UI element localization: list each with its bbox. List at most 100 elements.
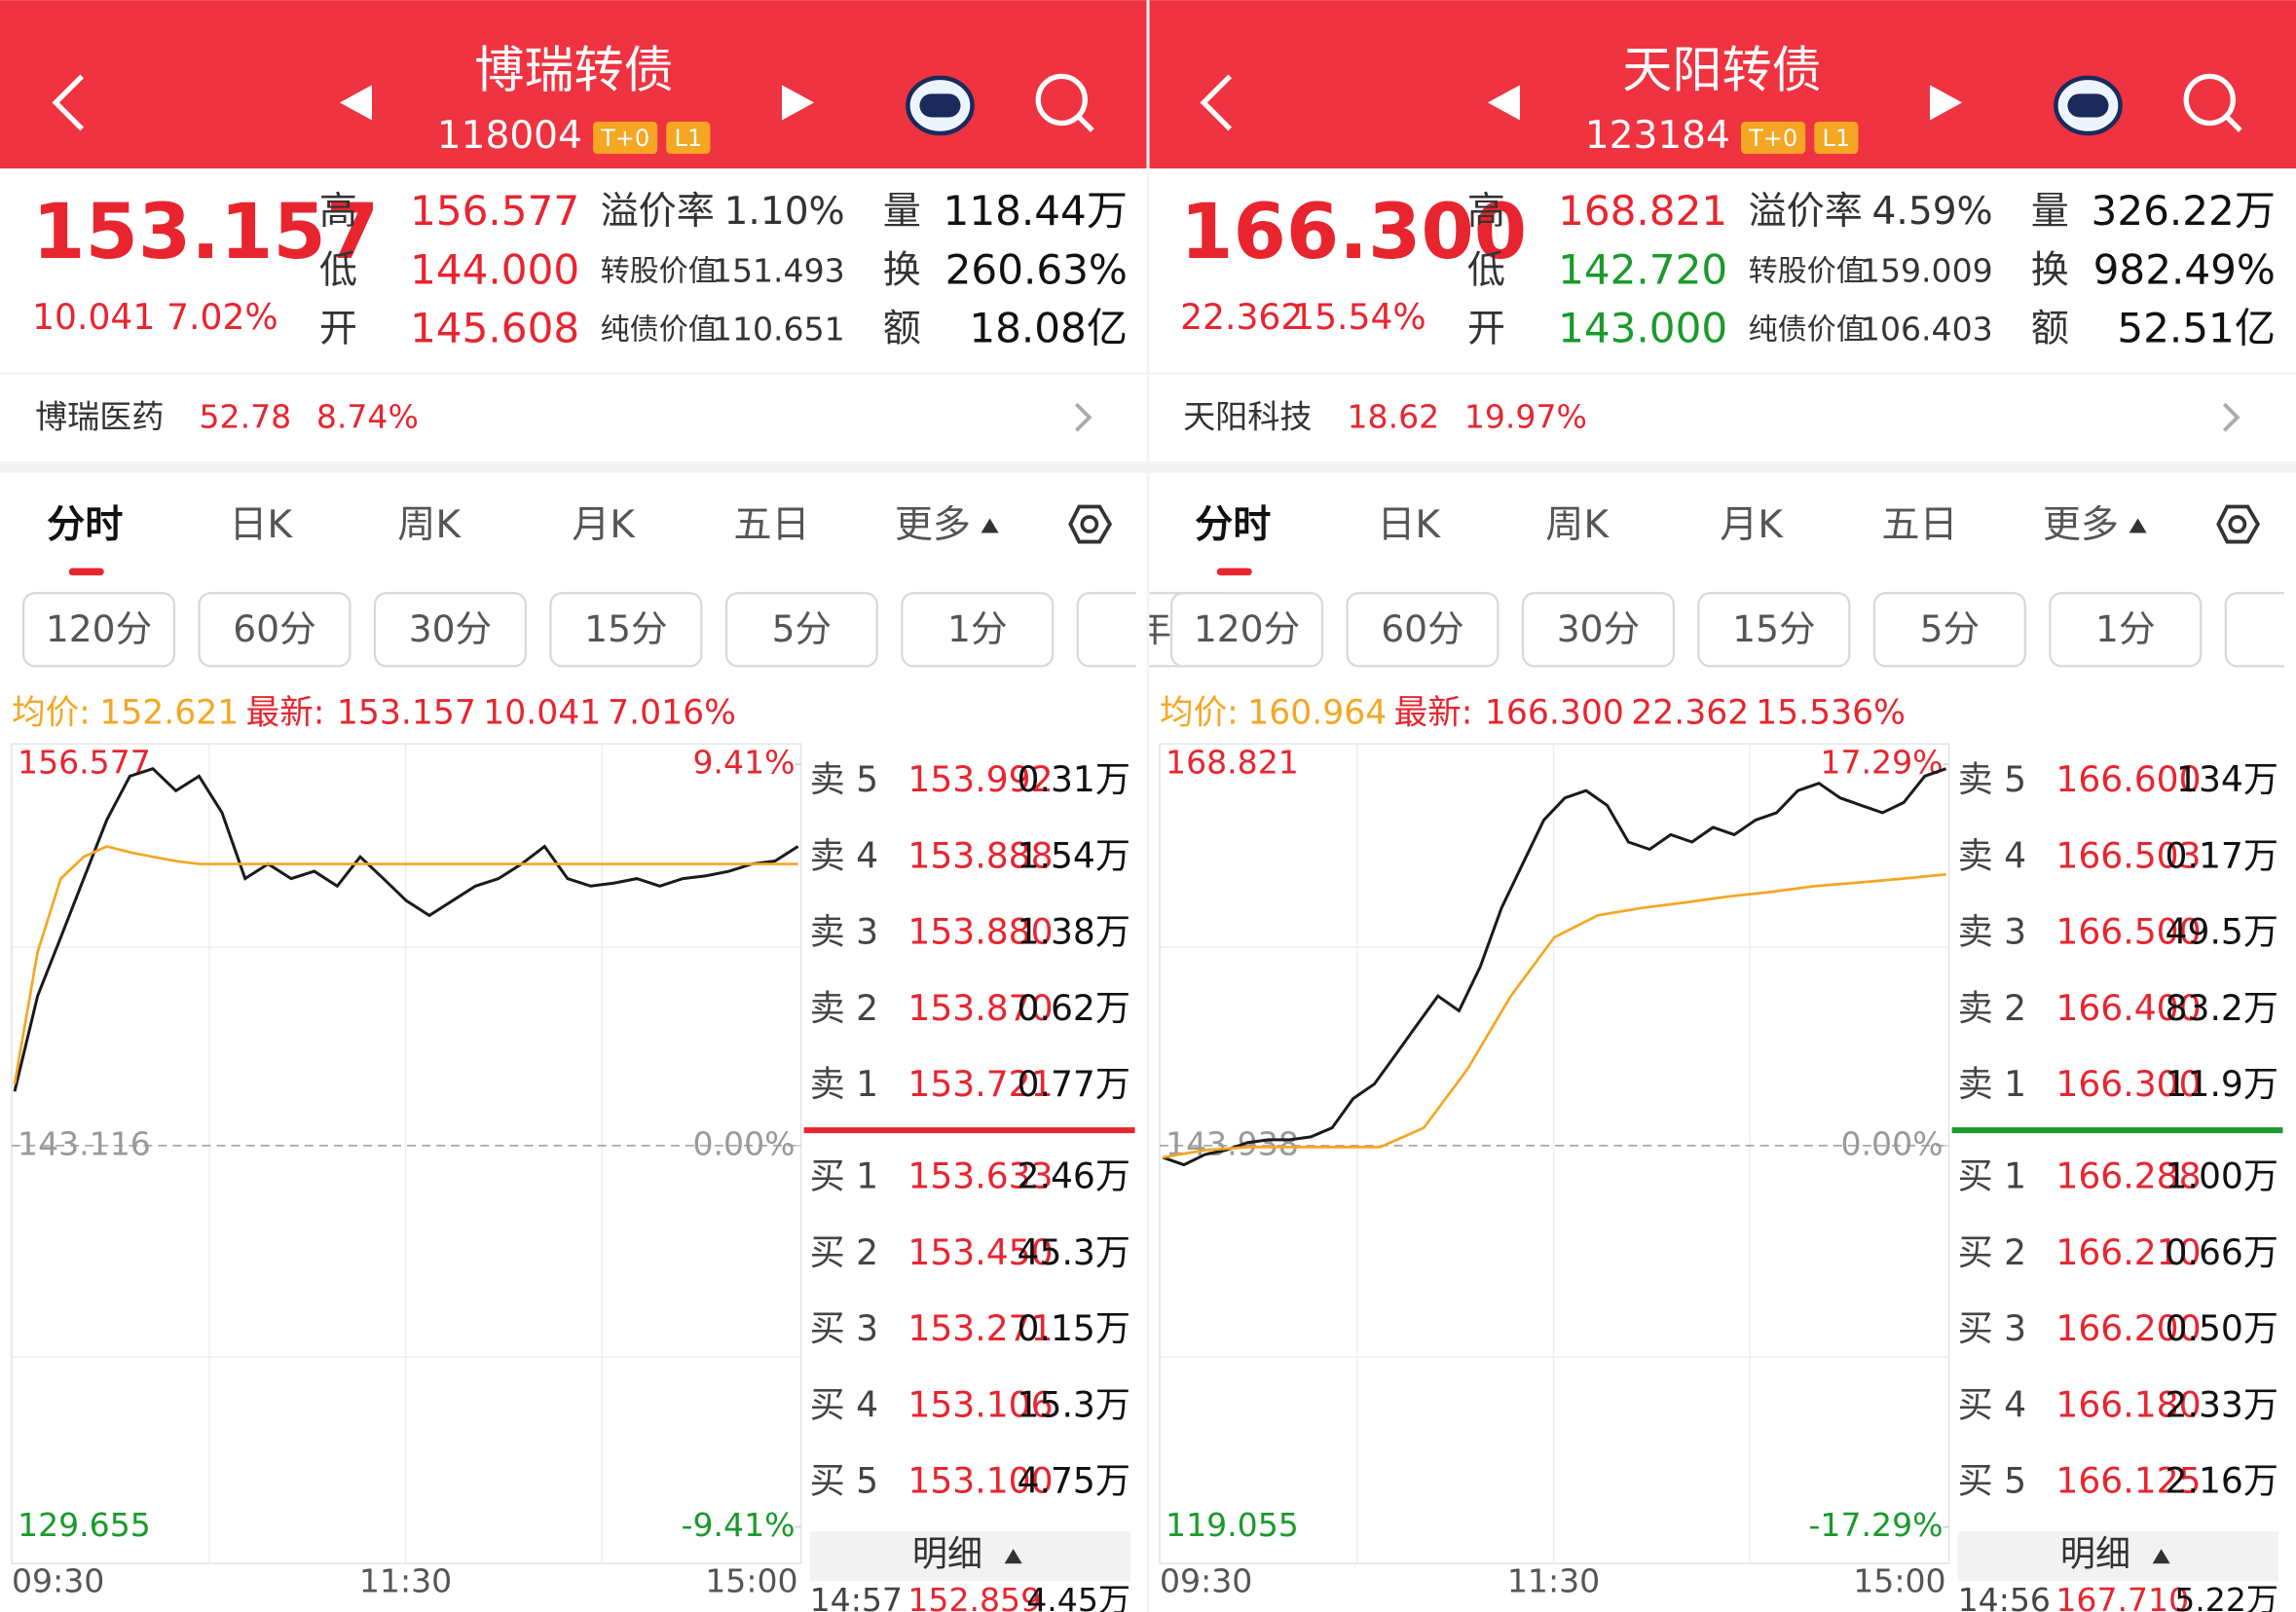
book-label: 卖 4: [810, 835, 879, 876]
tab: 更多: [895, 503, 971, 547]
book-volume: 83.2万: [2166, 988, 2278, 1029]
back-button[interactable]: [52, 74, 85, 131]
search-handle: [1077, 115, 1094, 132]
fade-right: [1135, 585, 1148, 674]
book-volume: 2.46万: [1018, 1156, 1130, 1197]
interval-label: 5分: [1920, 607, 1981, 650]
back-button[interactable]: [1200, 74, 1233, 131]
y-tick-label: 129.655: [18, 1506, 151, 1544]
change-pct: 15.54%: [1292, 297, 1426, 338]
y-tick-label: 143.938: [1166, 1124, 1299, 1162]
book-volume: 0.15万: [1018, 1308, 1130, 1349]
book-volume: 2.16万: [2166, 1461, 2278, 1502]
stock-pct: 19.97%: [1464, 398, 1587, 436]
book-price: 153.888: [907, 835, 1053, 876]
settings-icon[interactable]: [1068, 504, 1113, 544]
book-volume: 15.3万: [1018, 1384, 1130, 1425]
last-price: 166.300: [1180, 188, 1527, 276]
book-volume: 0.17万: [2166, 835, 2278, 876]
volume-label: 量: [883, 190, 921, 234]
trade-volume: 5.22万: [2174, 1581, 2278, 1612]
interval-label: 15分: [584, 607, 667, 650]
interval-button[interactable]: [2049, 592, 2203, 668]
interval-label: 1分: [2095, 607, 2155, 650]
book-separator: [1951, 1127, 2283, 1134]
latest-pct: 15.536%: [1756, 694, 1906, 733]
interval-button[interactable]: [549, 592, 703, 668]
stock-chevron[interactable]: [2222, 402, 2240, 432]
book-label: 卖 5: [1958, 759, 2027, 800]
search-handle: [2225, 115, 2242, 132]
book-volume: 4.75万: [1018, 1461, 1130, 1502]
book-volume: 0.66万: [2166, 1232, 2278, 1273]
search-icon[interactable]: [1035, 73, 1088, 127]
interval-button[interactable]: [901, 592, 1055, 668]
book-price: 153.271: [907, 1308, 1053, 1349]
book-label: 卖 5: [810, 759, 879, 800]
next-button[interactable]: [1930, 85, 1963, 121]
badge: [1741, 121, 1806, 155]
interval-button[interactable]: [2224, 592, 2296, 668]
book-price: 166.503: [2055, 835, 2201, 876]
book-price: 153.100: [907, 1461, 1053, 1502]
title: 博瑞转债: [474, 42, 674, 99]
book-price: 153.721: [907, 1064, 1053, 1105]
detail-button[interactable]: [1957, 1531, 2278, 1582]
metric-label: 转股价值: [601, 254, 718, 288]
badge-text: L1: [1822, 125, 1850, 152]
book-label: 买 3: [810, 1308, 879, 1349]
tab: 周K: [1545, 503, 1610, 547]
interval-button[interactable]: [21, 592, 176, 668]
book-label: 卖 3: [810, 912, 879, 953]
volume-label: 额: [2031, 308, 2069, 351]
book-label: 买 4: [1958, 1384, 2027, 1425]
interval-button[interactable]: [1872, 592, 2026, 668]
interval-button[interactable]: [198, 592, 352, 668]
tab: 五日: [1881, 503, 1957, 547]
interval-label: 15分: [1732, 607, 1815, 650]
book-price: 166.180: [2055, 1384, 2201, 1425]
interval-button[interactable]: [1169, 592, 1324, 668]
interval-button[interactable]: [373, 592, 528, 668]
tab: 周K: [397, 503, 462, 547]
book-volume: 0.62万: [1018, 988, 1130, 1029]
prev-button[interactable]: [339, 85, 372, 121]
interval-button[interactable]: [724, 592, 878, 668]
detail-label: 明细: [2060, 1534, 2130, 1575]
y-tick-label: 156.577: [18, 744, 151, 782]
search-icon[interactable]: [2183, 73, 2236, 127]
latest-label: 最新:: [1394, 694, 1473, 733]
latest-pct: 7.016%: [608, 694, 736, 733]
metric-value: 4.59%: [1872, 190, 1993, 234]
fade-right: [2283, 585, 2296, 674]
latest-price: 166.300: [1485, 694, 1624, 733]
interval-button[interactable]: [1697, 592, 1851, 668]
metric-value: 1.10%: [724, 190, 845, 234]
interval-button[interactable]: [1346, 592, 1500, 668]
stock-chevron[interactable]: [1074, 402, 1092, 432]
interval-button[interactable]: [1521, 592, 1676, 668]
next-button[interactable]: [782, 85, 815, 121]
metric-label: 纯债价值: [601, 313, 718, 348]
x-tick-label: 09:30: [12, 1561, 104, 1599]
metric-value: 151.493: [712, 251, 845, 289]
settings-icon[interactable]: [2216, 504, 2261, 544]
prev-button[interactable]: [1487, 85, 1520, 121]
latest-change: 10.041: [483, 694, 601, 733]
book-label: 买 5: [1958, 1461, 2027, 1502]
badge: [1814, 121, 1859, 155]
tab: 五日: [733, 503, 809, 547]
y-tick-label: 119.055: [1166, 1506, 1299, 1544]
book-volume: 2.33万: [2166, 1384, 2278, 1425]
more-arrow: [981, 518, 999, 533]
detail-button[interactable]: [809, 1531, 1130, 1582]
change: 22.362: [1180, 297, 1303, 338]
book-volume: 134万: [2176, 759, 2278, 800]
tab: 月K: [1720, 503, 1784, 547]
interval-label: 5分: [772, 607, 833, 650]
stat-value: 143.000: [1558, 305, 1727, 352]
more-arrow: [2129, 518, 2147, 533]
settings-dot: [1080, 515, 1099, 533]
badge-text: T+0: [1748, 125, 1797, 152]
trade-time: 14:57: [810, 1581, 903, 1612]
